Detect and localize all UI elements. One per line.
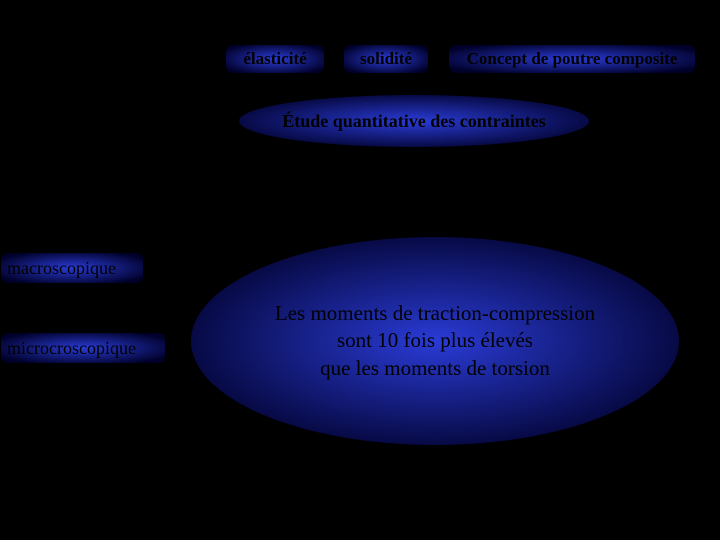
pill-concept: Concept de poutre composite: [448, 44, 696, 74]
pill-elasticite: élasticité: [225, 44, 325, 74]
big-ellipse-line: que les moments de torsion: [320, 355, 550, 382]
mid-ellipse-label: Étude quantitative des contraintes: [282, 111, 546, 132]
pill-label: Concept de poutre composite: [467, 49, 678, 69]
mid-ellipse: Étude quantitative des contraintes: [238, 94, 590, 148]
pill-label: solidité: [360, 49, 412, 69]
sidebar-label: microcroscopique: [7, 338, 136, 359]
sidebar-macroscopique: macroscopique: [0, 252, 144, 284]
sidebar-label: macroscopique: [7, 258, 116, 279]
slide-canvas: BIOMÉCANIQUE DE LA MANDIBULE élasticité …: [0, 0, 720, 540]
big-ellipse: Les moments de traction-compression sont…: [190, 236, 680, 446]
big-ellipse-line: Les moments de traction-compression: [275, 300, 595, 327]
pill-solidite: solidité: [343, 44, 429, 74]
slide-title: BIOMÉCANIQUE DE LA MANDIBULE: [0, 14, 720, 34]
sidebar-microcroscopique: microcroscopique: [0, 332, 166, 364]
big-ellipse-line: sont 10 fois plus élevés: [337, 327, 533, 354]
pill-label: élasticité: [243, 49, 306, 69]
